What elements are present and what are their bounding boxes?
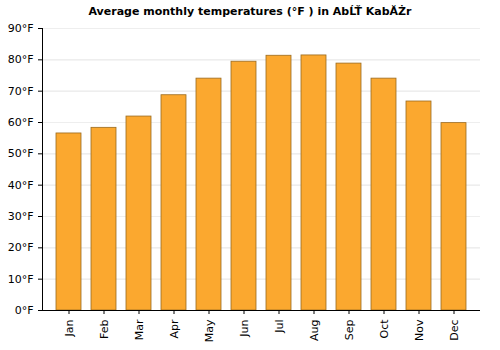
svg-text:Jul: Jul — [273, 320, 286, 334]
svg-text:60°F: 60°F — [8, 116, 34, 129]
svg-text:90°F: 90°F — [8, 22, 34, 35]
svg-text:Mar: Mar — [133, 319, 146, 340]
svg-text:Jan: Jan — [63, 319, 76, 337]
svg-text:Oct: Oct — [378, 319, 391, 339]
svg-text:50°F: 50°F — [8, 147, 34, 160]
svg-text:Apr: Apr — [168, 319, 181, 339]
svg-text:Dec: Dec — [448, 320, 461, 341]
svg-text:80°F: 80°F — [8, 53, 34, 66]
svg-text:Feb: Feb — [98, 319, 111, 338]
svg-text:May: May — [203, 319, 216, 342]
svg-text:20°F: 20°F — [8, 241, 34, 254]
svg-text:0°F: 0°F — [15, 304, 34, 317]
svg-text:70°F: 70°F — [8, 85, 34, 98]
svg-text:Jun: Jun — [238, 319, 251, 337]
html-text:Average monthly temperatures (: Average monthly temperatures (°F ) in Ab… — [88, 5, 412, 18]
svg-text:Nov: Nov — [413, 319, 426, 341]
svg-text:40°F: 40°F — [8, 179, 34, 192]
svg-text:10°F: 10°F — [8, 273, 34, 286]
svg-text:Sep: Sep — [343, 319, 356, 340]
svg-text:30°F: 30°F — [8, 210, 34, 223]
svg-text:Aug: Aug — [308, 320, 321, 341]
